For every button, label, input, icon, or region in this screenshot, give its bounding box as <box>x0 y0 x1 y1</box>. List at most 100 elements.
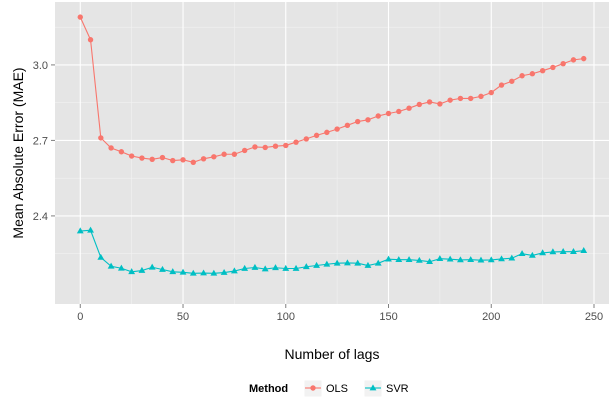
ols-data-point <box>416 101 423 108</box>
ols-data-point <box>139 155 145 161</box>
ols-data-point <box>447 97 453 103</box>
svr-data-point <box>97 253 105 260</box>
svr-data-point <box>148 263 156 270</box>
svr-data-point <box>436 255 444 262</box>
ols-data-point <box>128 153 135 159</box>
major-gridlines <box>55 2 609 304</box>
svr-data-point <box>261 265 269 272</box>
ols-data-point <box>560 60 566 67</box>
x-tick-label: 200 <box>482 311 500 323</box>
svr-data-point <box>323 260 331 267</box>
svr-data-point <box>117 264 125 271</box>
ols-data-point <box>529 71 536 77</box>
series-layer <box>76 14 588 276</box>
x-tick-label: 100 <box>277 311 295 323</box>
svr-data-point <box>405 256 413 263</box>
svr-data-point <box>343 259 351 266</box>
y-tick-label: 3.0 <box>33 60 48 72</box>
y-tick-label: 2.4 <box>33 211 48 223</box>
ols-data-point <box>539 68 546 74</box>
svr-data-point <box>107 262 115 269</box>
svr-data-point <box>508 254 516 261</box>
svr-data-point <box>374 259 382 266</box>
x-tick-label: 150 <box>379 311 397 323</box>
ols-data-point <box>272 143 279 149</box>
svr-data-point <box>128 268 136 275</box>
ols-data-point <box>98 135 104 141</box>
svr-data-point <box>251 263 259 270</box>
ols-data-point <box>180 157 186 163</box>
legend-label: OLS <box>326 383 348 395</box>
axis-ticks <box>51 64 595 308</box>
svr-data-point <box>313 261 321 268</box>
ols-data-point <box>498 82 505 88</box>
ols-data-point <box>324 129 330 136</box>
tick-labels: 0 50 100 150 200 250 2.4 2.7 3.0 <box>33 60 603 323</box>
svr-data-point <box>292 264 300 271</box>
ols-data-point <box>385 110 392 117</box>
ols-data-point <box>118 149 125 155</box>
svr-data-point <box>539 249 547 256</box>
svr-data-point <box>282 264 290 271</box>
ols-data-point <box>437 101 443 107</box>
ols-data-point <box>159 154 166 161</box>
svr-series <box>76 226 588 276</box>
svr-data-point <box>467 256 475 263</box>
svr-data-point <box>354 259 362 266</box>
ols-data-point <box>262 144 268 151</box>
svr-data-point <box>87 226 94 233</box>
ols-data-point <box>241 147 248 154</box>
svr-data-point <box>518 250 526 257</box>
svr-data-point <box>230 267 238 274</box>
ols-data-point <box>478 93 484 100</box>
ols-data-point <box>509 78 515 84</box>
svr-data-point <box>549 248 557 255</box>
svr-data-point <box>169 268 177 275</box>
legend-key-marker <box>310 385 316 391</box>
ols-data-point <box>354 118 361 125</box>
svr-data-point <box>487 256 495 263</box>
svr-data-point <box>364 261 372 268</box>
svr-data-point <box>528 251 536 258</box>
svr-data-point <box>302 263 310 270</box>
ols-data-point <box>570 57 577 63</box>
svr-data-point <box>426 258 434 265</box>
x-tick-label: 250 <box>585 311 603 323</box>
x-tick-label: 50 <box>177 311 189 323</box>
ols-data-point <box>550 64 556 71</box>
minor-gridlines <box>55 2 609 304</box>
svr-data-point <box>415 256 423 263</box>
svr-data-point <box>559 248 567 254</box>
ols-data-point <box>365 117 371 123</box>
svr-data-point <box>159 265 166 272</box>
ols-data-point <box>581 55 587 62</box>
svr-data-point <box>580 247 588 253</box>
ols-data-point <box>396 108 402 115</box>
x-tick-label: 0 <box>77 311 83 323</box>
svr-data-point <box>457 256 464 263</box>
legend-item-svr: SVR <box>363 379 409 398</box>
svr-data-point <box>498 255 505 262</box>
ols-data-point <box>87 37 94 43</box>
svr-data-point <box>477 256 485 263</box>
ols-data-point <box>457 95 464 102</box>
legend-label: SVR <box>386 383 409 395</box>
legend-item-ols: OLS <box>303 379 348 398</box>
svr-data-point <box>446 255 454 262</box>
ols-data-point <box>77 14 83 20</box>
svr-data-point <box>333 259 341 266</box>
svr-data-point <box>210 269 218 276</box>
ols-data-point <box>200 156 207 162</box>
ols-data-point <box>211 154 217 160</box>
ols-data-point <box>468 95 474 102</box>
svr-data-point <box>385 255 392 262</box>
svr-data-point <box>189 269 197 276</box>
ols-data-point <box>344 122 351 129</box>
svr-data-point <box>241 264 249 271</box>
ols-data-point <box>108 145 114 151</box>
ols-data-point <box>488 89 494 96</box>
ols-data-point <box>190 159 196 166</box>
ols-data-point <box>334 126 340 132</box>
